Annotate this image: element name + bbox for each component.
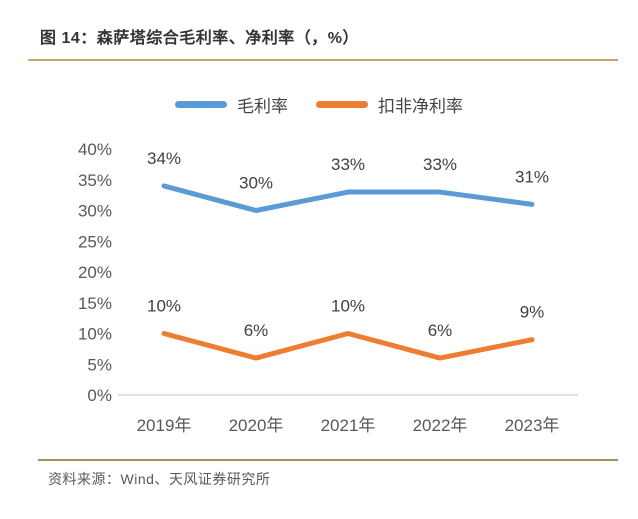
data-point-label: 10% <box>331 297 365 316</box>
legend-item-gross-margin: 毛利率 <box>175 92 288 117</box>
y-axis-tick-label: 30% <box>78 202 112 221</box>
data-point-label: 6% <box>244 321 269 340</box>
chart-legend: 毛利率 扣非净利率 <box>0 92 638 117</box>
y-axis-tick-label: 10% <box>78 325 112 344</box>
data-point-label: 34% <box>147 149 181 168</box>
title-divider <box>28 59 618 61</box>
series-line <box>161 183 535 213</box>
legend-line-swatch-orange <box>316 101 368 108</box>
data-point-label: 33% <box>423 155 457 174</box>
x-axis-tick-label: 2022年 <box>413 416 468 435</box>
y-axis-tick-label: 0% <box>87 386 112 405</box>
legend-item-net-margin: 扣非净利率 <box>316 92 463 117</box>
x-axis-tick-label: 2021年 <box>321 416 376 435</box>
y-axis-tick-label: 20% <box>78 263 112 282</box>
y-axis-tick-label: 35% <box>78 171 112 190</box>
data-point-label: 10% <box>147 297 181 316</box>
y-axis-tick-label: 25% <box>78 232 112 251</box>
legend-line-swatch-blue <box>175 101 227 108</box>
x-axis-tick-label: 2019年 <box>137 416 192 435</box>
legend-label-net-margin: 扣非净利率 <box>378 97 463 116</box>
legend-label-gross-margin: 毛利率 <box>237 97 288 116</box>
y-axis-tick-label: 40% <box>78 140 112 159</box>
data-point-label: 31% <box>515 167 549 186</box>
x-axis-tick-label: 2023年 <box>505 416 560 435</box>
data-point-label: 30% <box>239 174 273 193</box>
data-point-label: 6% <box>428 321 453 340</box>
x-axis-tick-label: 2020年 <box>229 416 284 435</box>
y-axis-tick-label: 15% <box>78 294 112 313</box>
figure-title: 图 14：森萨塔综合毛利率、净利率（，%） <box>40 30 359 47</box>
source-divider <box>38 459 618 461</box>
source-note: 资料来源：Wind、天风证券研究所 <box>48 471 271 487</box>
data-point-label: 9% <box>520 303 545 322</box>
y-axis-tick-label: 5% <box>87 355 112 374</box>
data-point-label: 33% <box>331 155 365 174</box>
series-line <box>161 331 535 361</box>
